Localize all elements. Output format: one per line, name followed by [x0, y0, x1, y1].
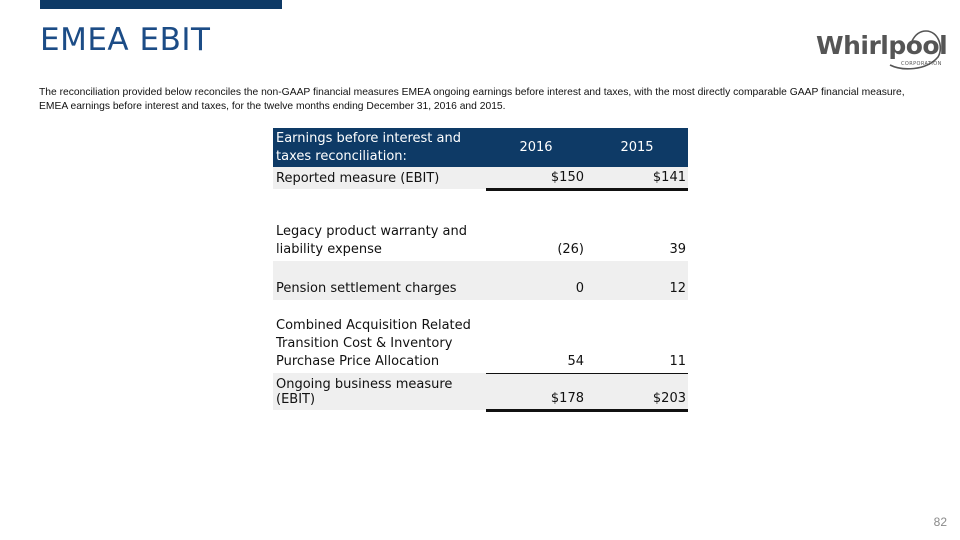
reported-label: Reported measure (EBIT)	[273, 167, 486, 189]
pension-2016: 0	[486, 261, 586, 300]
logo-wordmark: Whirlpool	[816, 31, 946, 60]
acquisition-label-line-3: Purchase Price Allocation	[276, 354, 440, 369]
table-row-acquisition: Combined Acquisition Related Transition …	[273, 300, 688, 373]
header-2015: 2015	[586, 128, 688, 167]
ebit-reconciliation-table: Earnings before interest and taxes recon…	[273, 128, 688, 412]
acquisition-2015: 11	[669, 353, 686, 369]
acquisition-label-line-2: Transition Cost & Inventory	[276, 336, 453, 351]
table-row-pension: Pension settlement charges 0 12	[273, 261, 688, 300]
ongoing-2016: $178	[486, 372, 586, 412]
acquisition-label: Combined Acquisition Related Transition …	[273, 300, 486, 373]
table-row-reported: Reported measure (EBIT) $150 $141	[273, 167, 688, 191]
warranty-label: Legacy product warranty and liability ex…	[273, 217, 486, 261]
warranty-2015: 39	[669, 242, 686, 257]
intro-paragraph: The reconciliation provided below reconc…	[39, 87, 905, 112]
page-number: 82	[933, 515, 947, 529]
acquisition-2016: 54	[567, 353, 584, 369]
table-header-row: Earnings before interest and taxes recon…	[273, 128, 688, 167]
pension-2015: 12	[586, 261, 688, 300]
table-spacer-row	[273, 189, 688, 217]
slide-title: EMEA EBIT	[40, 22, 211, 58]
header-2016: 2016	[486, 128, 586, 167]
acquisition-label-line-1: Combined Acquisition Related	[276, 318, 471, 333]
top-accent-bar	[40, 0, 282, 9]
reported-2016: $150	[486, 167, 586, 191]
warranty-label-line-1: Legacy product warranty and	[276, 224, 467, 239]
reported-2015: $141	[586, 167, 688, 191]
warranty-2016: (26)	[557, 242, 584, 257]
ongoing-2015: $203	[586, 372, 688, 412]
warranty-label-line-2: liability expense	[276, 242, 382, 257]
logo-subtitle: CORPORATION	[901, 61, 942, 67]
logo-swoosh	[889, 30, 942, 70]
header-label-line-2: taxes reconciliation:	[276, 148, 407, 164]
whirlpool-logo: Whirlpool CORPORATION	[816, 30, 946, 70]
pension-label: Pension settlement charges	[273, 261, 486, 300]
table-row-ongoing: Ongoing business measure (EBIT) $178 $20…	[273, 372, 688, 412]
table-row-warranty: Legacy product warranty and liability ex…	[273, 217, 688, 261]
header-label-line-1: Earnings before interest and	[276, 130, 461, 146]
header-label: Earnings before interest and taxes recon…	[273, 128, 486, 167]
ongoing-label: Ongoing business measure (EBIT)	[273, 373, 486, 410]
